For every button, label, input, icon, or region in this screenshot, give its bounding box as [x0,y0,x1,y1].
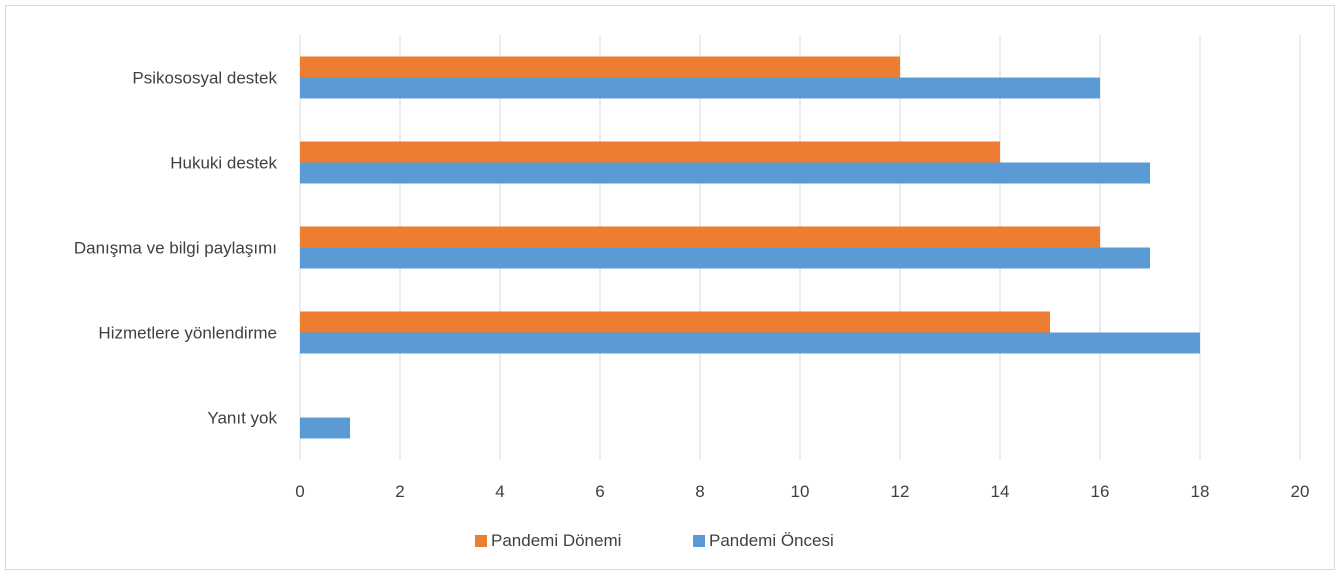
bar-pandemi-donemi-1 [300,141,1000,163]
legend-label: Pandemi Öncesi [709,531,834,550]
x-tick-label: 20 [1291,482,1310,501]
bar-pandemi-oncesi-0 [300,77,1100,99]
bar-pandemi-oncesi-2 [300,247,1150,269]
legend-label: Pandemi Dönemi [491,531,621,550]
category-label: Danışma ve bilgi paylaşımı [74,239,277,258]
bar-pandemi-oncesi-3 [300,332,1200,354]
x-tick-label: 10 [791,482,810,501]
x-tick-labels: 0 2 4 6 8 10 12 14 16 18 20 [295,482,1309,501]
category-labels: Psikososyal destek Hukuki destek Danışma v… [74,69,278,428]
x-tick-label: 2 [395,482,404,501]
legend-swatch [693,535,705,547]
bar-pandemi-oncesi-4 [300,417,350,439]
chart-frame [5,5,1335,570]
x-tick-label: 18 [1191,482,1210,501]
x-tick-label: 0 [295,482,304,501]
bar-pandemi-donemi-2 [300,226,1100,248]
bar-pandemi-donemi-3 [300,311,1050,333]
x-tick-label: 8 [695,482,704,501]
legend-swatch [475,535,487,547]
bars [300,56,1200,439]
category-label: Psikososyal destek [132,69,277,88]
x-tick-label: 4 [495,482,504,501]
x-tick-label: 14 [991,482,1010,501]
category-label: Hizmetlere yönlendirme [98,324,277,343]
bar-pandemi-oncesi-1 [300,162,1150,184]
category-label: Hukuki destek [170,154,277,173]
x-tick-label: 6 [595,482,604,501]
legend: Pandemi Dönemi Pandemi Öncesi [475,531,834,550]
x-tick-label: 16 [1091,482,1110,501]
category-label: Yanıt yok [207,409,277,428]
bar-pandemi-donemi-0 [300,56,900,78]
x-tick-label: 12 [891,482,910,501]
